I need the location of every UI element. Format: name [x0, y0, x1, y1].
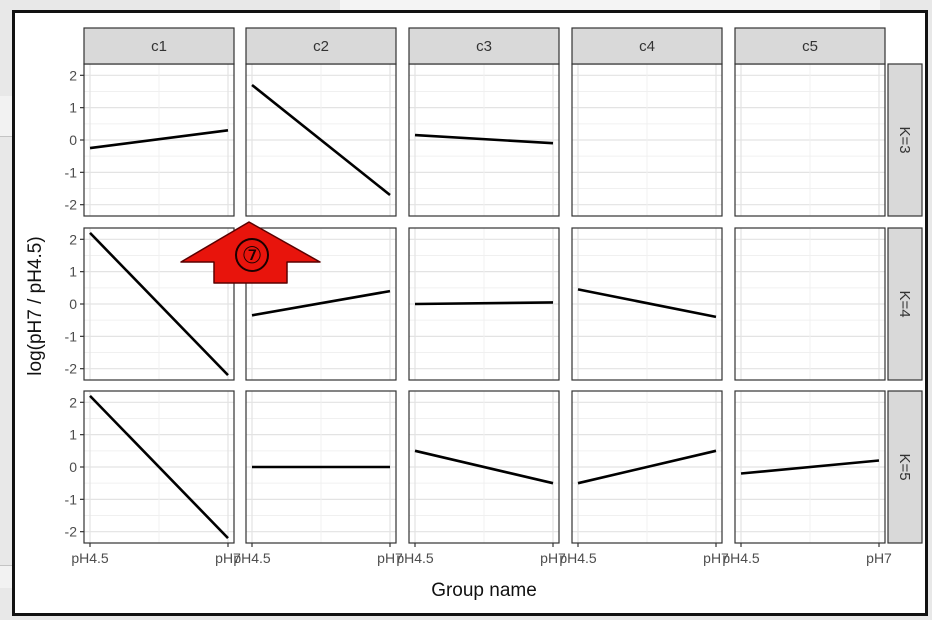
- panel-border: [408, 227, 560, 381]
- x-tick-label: pH7: [540, 550, 566, 566]
- x-tick-label: pH7: [866, 550, 892, 566]
- facet-panel: [571, 63, 723, 217]
- background-panel-stub: [0, 565, 14, 588]
- panel-border: [245, 390, 397, 544]
- x-axis-title: Group name: [431, 580, 537, 601]
- y-tick-label: -2: [65, 197, 78, 213]
- strips-layer: c1 c2 c3 c4 c5 K=3 K=4 K=5: [83, 27, 923, 544]
- column-strip: [571, 27, 723, 65]
- column-strip: [408, 27, 560, 65]
- panel-border: [571, 227, 723, 381]
- series-line-K4-c3: [414, 301, 554, 306]
- column-strip: [245, 27, 397, 65]
- y-tick-label: 2: [69, 231, 77, 247]
- y-tick-label: -1: [65, 164, 78, 180]
- y-tick-label: 1: [69, 264, 77, 280]
- series-line-K4-c2: [251, 289, 391, 317]
- facet-panel: [83, 63, 235, 217]
- row-strip: [887, 390, 923, 544]
- facet-panel: [734, 390, 886, 544]
- y-tick-label: 0: [69, 459, 77, 475]
- panel-border: [734, 227, 886, 381]
- y-tick-label: 1: [69, 100, 77, 116]
- facet-panel: [734, 227, 886, 381]
- annotation-arrow: ⑦: [180, 221, 321, 284]
- facet-panel: [245, 390, 397, 544]
- series-line-K5-c4: [577, 449, 717, 485]
- facet-panel: [245, 227, 397, 381]
- panel-border: [571, 390, 723, 544]
- column-strip-label: c2: [313, 38, 329, 55]
- facet-panel: [571, 227, 723, 381]
- row-strip-label: K=3: [896, 126, 913, 153]
- facet-panel: [734, 63, 886, 217]
- column-strip-label: c5: [802, 38, 818, 55]
- x-tick-label: pH4.5: [722, 550, 760, 566]
- column-strip: [83, 27, 235, 65]
- y-tick-label: -2: [65, 524, 78, 540]
- up-arrow-shape: [180, 221, 321, 284]
- series-line-K4-c1: [89, 231, 229, 377]
- panel-border: [734, 390, 886, 544]
- series-line-K3-c3: [414, 133, 554, 145]
- annotation-circle: [235, 238, 269, 272]
- row-strip: [887, 227, 923, 381]
- facet-panel: [408, 390, 560, 544]
- annotation-number: ⑦: [242, 243, 263, 269]
- panel-border: [245, 227, 397, 381]
- facet-panel: [408, 227, 560, 381]
- panels-layer: [83, 63, 886, 544]
- panel-border: [408, 390, 560, 544]
- y-tick-label: 0: [69, 132, 77, 148]
- facet-panel: [408, 63, 560, 217]
- x-tick-label: pH4.5: [396, 550, 434, 566]
- series-line-K5-c3: [414, 449, 554, 485]
- series-line-K4-c4: [577, 288, 717, 319]
- y-tick-label: -1: [65, 328, 78, 344]
- background-panel-stub: [0, 96, 14, 137]
- y-tick-label: 1: [69, 427, 77, 443]
- column-strip-label: c4: [639, 38, 655, 55]
- x-tick-label: pH7: [377, 550, 403, 566]
- x-tick-label: pH4.5: [233, 550, 271, 566]
- series-line-K3-c2: [251, 83, 391, 197]
- x-tick-label: pH7: [703, 550, 729, 566]
- facet-panel: [571, 390, 723, 544]
- series-line-K5-c5: [740, 459, 880, 475]
- y-tick-label: 2: [69, 67, 77, 83]
- y-axis-title: log(pH7 / pH4.5): [25, 236, 46, 375]
- column-strip: [734, 27, 886, 65]
- series-line-K3-c1: [89, 129, 229, 150]
- column-strip-label: c1: [151, 38, 167, 55]
- y-tick-label: -1: [65, 491, 78, 507]
- x-tick-label: pH4.5: [71, 550, 109, 566]
- x-tick-label: pH7: [215, 550, 241, 566]
- facet-panel: [83, 390, 235, 544]
- row-strip: [887, 63, 923, 217]
- row-strip-label: K=5: [896, 453, 913, 480]
- column-strip-label: c3: [476, 38, 492, 55]
- y-tick-label: -2: [65, 361, 78, 377]
- facet-panel: [245, 63, 397, 217]
- y-tick-label: 0: [69, 296, 77, 312]
- series-line-K5-c1: [89, 394, 229, 540]
- row-strip-label: K=4: [896, 290, 913, 317]
- y-tick-label: 2: [69, 394, 77, 410]
- x-tick-label: pH4.5: [559, 550, 597, 566]
